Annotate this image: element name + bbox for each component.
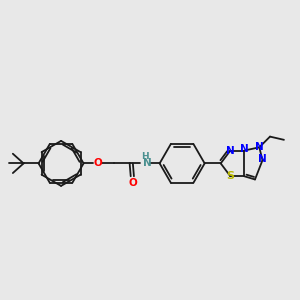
Text: N: N <box>258 154 267 164</box>
Text: S: S <box>226 171 234 181</box>
Text: O: O <box>93 158 102 168</box>
Text: O: O <box>128 178 137 188</box>
Text: N: N <box>143 158 152 168</box>
Text: N: N <box>226 146 235 155</box>
Text: N: N <box>255 142 264 152</box>
Text: H: H <box>141 152 148 161</box>
Text: N: N <box>240 145 249 154</box>
